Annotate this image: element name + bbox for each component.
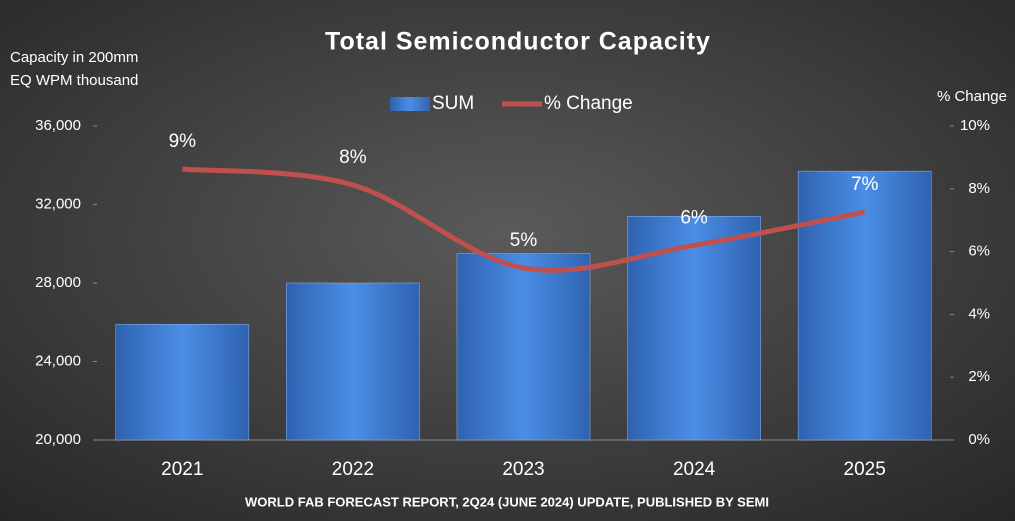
y-tick-label: 24,000: [35, 352, 81, 369]
chart-title: Total Semiconductor Capacity: [325, 28, 711, 56]
bar: [797, 170, 932, 441]
data-label: 9%: [169, 131, 197, 152]
y-tick-label: 20,000: [35, 431, 81, 448]
data-label: 6%: [680, 207, 708, 228]
source-note: WORLD FAB FORECAST REPORT, 2Q24 (JUNE 20…: [245, 494, 769, 509]
bar: [115, 323, 250, 441]
x-tick-label: 2025: [844, 459, 886, 480]
line: [182, 166, 866, 273]
legend-label: SUM: [432, 93, 474, 114]
y-tick-label: 28,000: [35, 274, 81, 291]
legend-swatch: [390, 97, 430, 111]
x-tick-label: 2024: [673, 459, 716, 480]
data-label: 8%: [339, 147, 367, 168]
y2-tick-label: 2%: [968, 368, 990, 385]
legend-label: % Change: [544, 93, 633, 114]
x-tick-label: 2022: [332, 459, 374, 480]
y-tick-label: 32,000: [35, 195, 81, 212]
y2-tick-label: 6%: [968, 243, 990, 260]
x-tick-label: 2023: [502, 459, 544, 480]
y-tick-label: 36,000: [35, 117, 81, 134]
bar: [286, 282, 420, 441]
data-label: 5%: [510, 230, 538, 251]
y-axis-title: EQ WPM thousand: [10, 72, 138, 89]
y2-axis-title: % Change: [937, 88, 1007, 105]
bar: [456, 253, 591, 441]
y2-tick-label: 0%: [968, 431, 990, 448]
y2-tick-label: 10%: [960, 117, 990, 134]
y2-tick-label: 8%: [968, 180, 990, 197]
x-tick-label: 2021: [161, 459, 203, 480]
bar: [627, 216, 761, 441]
y2-tick-label: 4%: [968, 305, 990, 322]
y-axis-title: Capacity in 200mm: [10, 49, 138, 66]
data-label: 7%: [851, 174, 879, 195]
